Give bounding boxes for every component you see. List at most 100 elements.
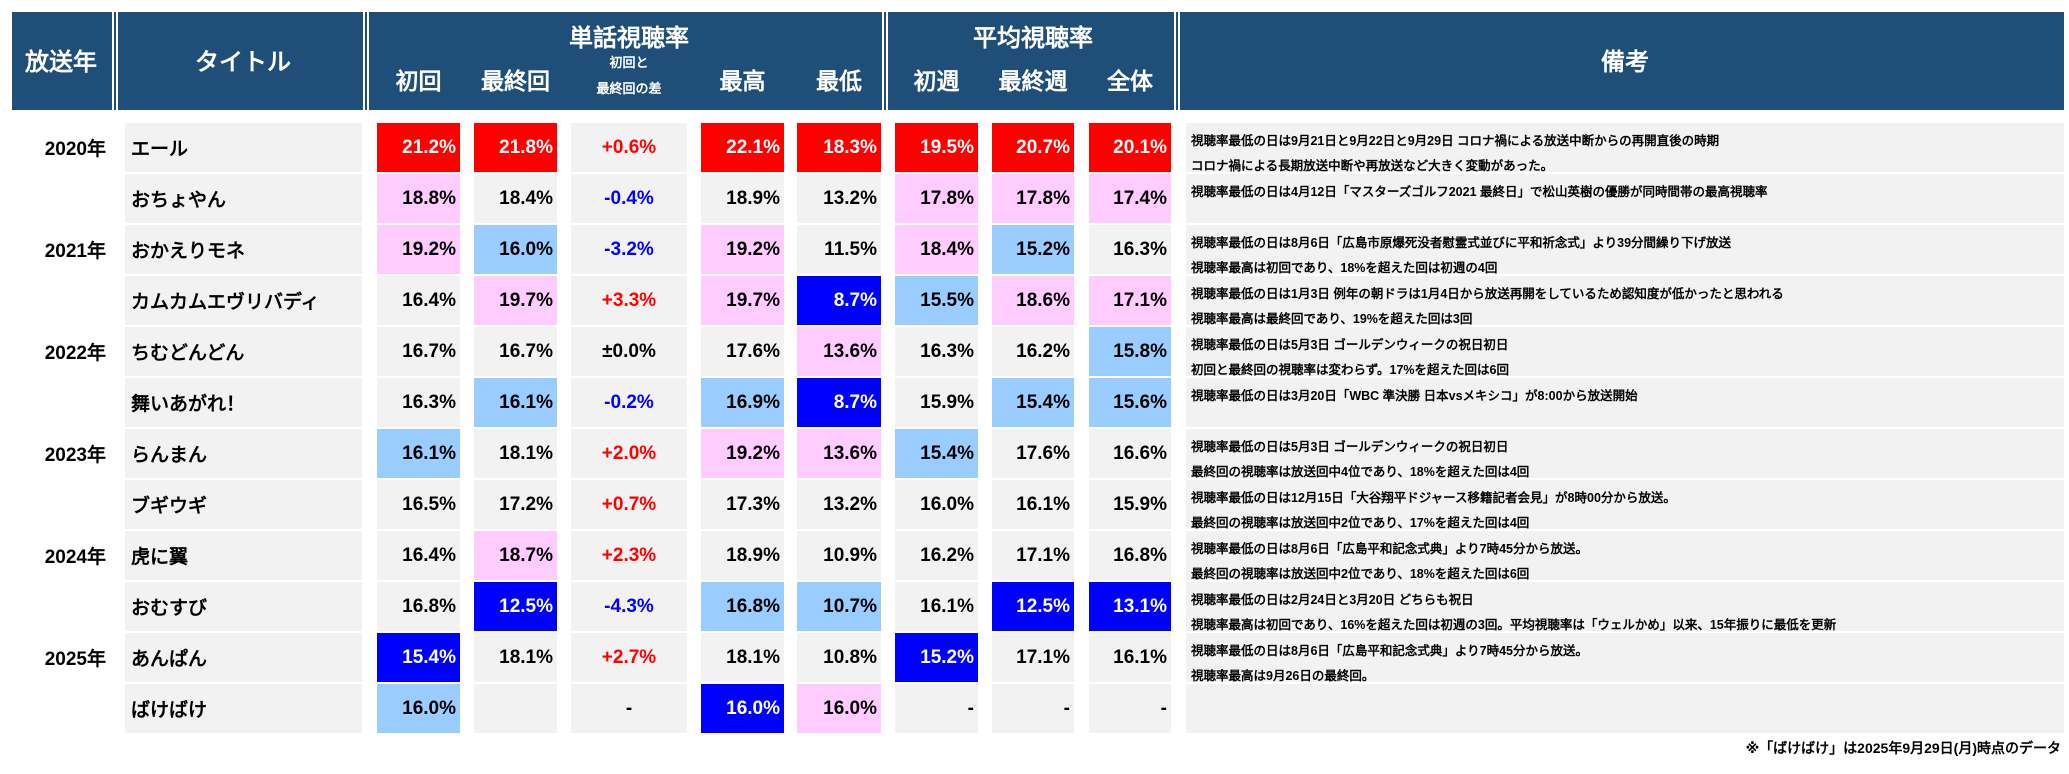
cell-last-week: 15.2%	[992, 225, 1074, 274]
cell-diff: -0.4%	[571, 174, 687, 223]
cell-high: 16.0%	[701, 684, 784, 733]
cell-first-week: 16.3%	[895, 327, 978, 376]
cell-first: 16.4%	[377, 276, 460, 325]
header-divider	[363, 12, 369, 110]
cell-last: 18.1%	[474, 633, 557, 682]
cell-high: 16.9%	[701, 378, 784, 427]
row-year: 2021年	[44, 241, 106, 262]
cell-overall: 17.4%	[1089, 174, 1171, 223]
remark-line: 視聴率最低の日は3月20日「WBC 準決勝 日本vsメキシコ」が8:00から放送…	[1191, 389, 1638, 403]
cell-low: 13.6%	[797, 429, 881, 478]
remark-line: 視聴率最低の日は9月21日と9月22日と9月29日 コロナ禍による放送中断からの…	[1191, 134, 1720, 148]
row-year: 2022年	[44, 343, 106, 364]
cell-first: 16.3%	[377, 378, 460, 427]
cell-low: 8.7%	[797, 276, 881, 325]
row-title: おちょやん	[125, 174, 362, 223]
header-divider	[882, 12, 888, 110]
remark-line: 最終回の視聴率は放送回中4位であり、18%を超えた回は4回	[1191, 465, 1530, 479]
cell-first-week: 15.4%	[895, 429, 978, 478]
cell-first-week: 15.5%	[895, 276, 978, 325]
cell-first: 16.4%	[377, 531, 460, 580]
row-year: 2020年	[44, 139, 106, 160]
cell-low: 13.2%	[797, 174, 881, 223]
cell-high: 16.8%	[701, 582, 784, 631]
header-title: タイトル	[195, 49, 291, 76]
cell-last: 16.1%	[474, 378, 557, 427]
cell-last: 12.5%	[474, 582, 557, 631]
cell-diff: ±0.0%	[571, 327, 687, 376]
cell-last-week: 17.1%	[992, 531, 1074, 580]
cell-low: 18.3%	[797, 123, 881, 172]
row-year: 2024年	[44, 547, 106, 568]
remark-line: 視聴率最低の日は1月3日 例年の朝ドラは1月4日から放送再開をしているため認知度…	[1191, 287, 1784, 301]
cell-first-week: 17.8%	[895, 174, 978, 223]
cell-first-week: 16.2%	[895, 531, 978, 580]
header-episode-group: 単話視聴率	[569, 25, 689, 52]
remark-line: 視聴率最低の日は8月6日「広島平和記念式典」より7時45分から放送。	[1191, 644, 1589, 658]
cell-overall: 16.1%	[1089, 633, 1171, 682]
cell-last-week: 17.8%	[992, 174, 1074, 223]
cell-low: 10.8%	[797, 633, 881, 682]
row-title: あんぱん	[125, 633, 362, 682]
header-col-low: 最低	[816, 68, 862, 94]
cell-first-week: 15.9%	[895, 378, 978, 427]
row-year: 2023年	[44, 445, 106, 466]
cell-last: 18.7%	[474, 531, 557, 580]
cell-last: 21.8%	[474, 123, 557, 172]
cell-high: 19.2%	[701, 429, 784, 478]
remark-line: 視聴率最高は最終回であり、19%を超えた回は3回	[1191, 312, 1473, 326]
cell-diff: +3.3%	[571, 276, 687, 325]
row-title: ブギウギ	[125, 480, 362, 529]
row-remarks: 視聴率最低の日は8月6日「広島平和記念式典」より7時45分から放送。 最終回の視聴…	[1186, 531, 2064, 581]
cell-first: 16.7%	[377, 327, 460, 376]
cell-last-week: 16.2%	[992, 327, 1074, 376]
header-col-diff-1: 初回と	[609, 55, 649, 70]
cell-first: 16.1%	[377, 429, 460, 478]
cell-first: 18.8%	[377, 174, 460, 223]
cell-low: 8.7%	[797, 378, 881, 427]
row-remarks: 視聴率最低の日は4月12日「マスターズゴルフ2021 最終日」で松山英樹の優勝が…	[1186, 174, 2064, 223]
cell-first-week: 16.0%	[895, 480, 978, 529]
cell-high: 17.6%	[701, 327, 784, 376]
remark-line: コロナ禍による長期放送中断や再放送など大きく変動があった。	[1191, 159, 1554, 173]
cell-low: 13.2%	[797, 480, 881, 529]
row-remarks: 視聴率最低の日は8月6日「広島市原爆死没者慰霊式並びに平和祈念式」より39分間繰…	[1186, 225, 2064, 275]
cell-last-week: 18.6%	[992, 276, 1074, 325]
remark-line: 視聴率最高は9月26日の最終回。	[1191, 669, 1375, 683]
row-remarks: 視聴率最低の日は12月15日「大谷翔平ドジャース移籍記者会見」が8時00分から放…	[1186, 480, 2064, 530]
cell-overall: 15.8%	[1089, 327, 1171, 376]
cell-last: 17.2%	[474, 480, 557, 529]
header-col-high: 最高	[719, 68, 766, 94]
cell-overall: 16.8%	[1089, 531, 1171, 580]
cell-overall: 15.6%	[1089, 378, 1171, 427]
cell-first: 21.2%	[377, 123, 460, 172]
row-remarks: 視聴率最低の日は3月20日「WBC 準決勝 日本vsメキシコ」が8:00から放送…	[1186, 378, 2064, 427]
cell-first-week: 16.1%	[895, 582, 978, 631]
cell-high: 18.9%	[701, 174, 784, 223]
remark-line: 視聴率最高は初回であり、16%を超えた回は初週の3回。平均視聴率は「ウェルかめ」…	[1191, 618, 1837, 632]
cell-first-week: 15.2%	[895, 633, 978, 682]
cell-last-week: -	[992, 684, 1074, 733]
row-title: 虎に翼	[125, 531, 362, 580]
cell-diff: +0.7%	[571, 480, 687, 529]
row-title: ちむどんどん	[125, 327, 362, 376]
row-remarks: 視聴率最低の日は8月6日「広島平和記念式典」より7時45分から放送。 視聴率最高は…	[1186, 633, 2064, 683]
cell-low: 16.0%	[797, 684, 881, 733]
cell-last-week: 17.1%	[992, 633, 1074, 682]
cell-first: 16.0%	[377, 684, 460, 733]
row-remarks: 視聴率最低の日は5月3日 ゴールデンウィークの祝日初日 初回と最終回の視聴率は変わ…	[1186, 327, 2064, 377]
cell-overall: 17.1%	[1089, 276, 1171, 325]
cell-last: 16.0%	[474, 225, 557, 274]
cell-diff: -3.2%	[571, 225, 687, 274]
cell-diff: -0.2%	[571, 378, 687, 427]
cell-high: 22.1%	[701, 123, 784, 172]
cell-first-week: 18.4%	[895, 225, 978, 274]
cell-first-week: -	[895, 684, 978, 733]
cell-diff: -	[571, 684, 687, 733]
row-remarks: 視聴率最低の日は5月3日 ゴールデンウィークの祝日初日 最終回の視聴率は放送回中4…	[1186, 429, 2064, 479]
remark-line: 視聴率最低の日は4月12日「マスターズゴルフ2021 最終日」で松山英樹の優勝が…	[1191, 185, 1768, 199]
row-title: 舞いあがれ！	[125, 378, 362, 427]
cell-first: 19.2%	[377, 225, 460, 274]
cell-first: 16.5%	[377, 480, 460, 529]
row-remarks: 視聴率最低の日は1月3日 例年の朝ドラは1月4日から放送再開をしているため認知度…	[1186, 276, 2064, 326]
